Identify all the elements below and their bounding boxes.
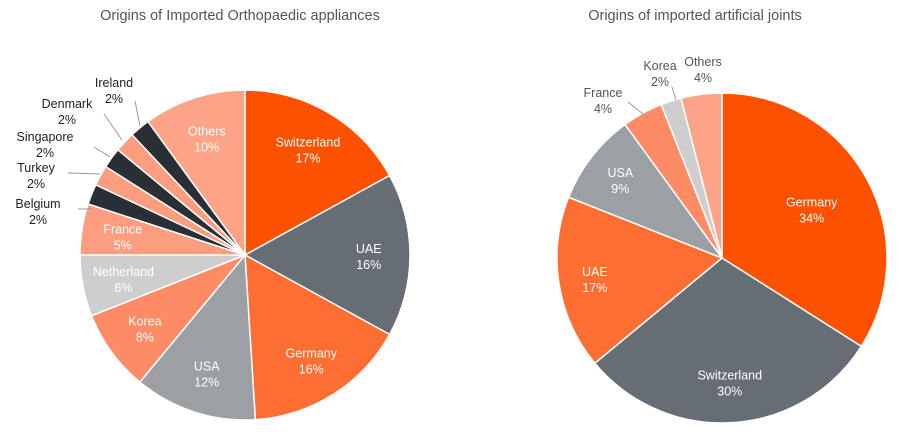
pie-orthopaedic-slice-switzerland <box>244 89 391 257</box>
pie-orthopaedic-leader-singapore <box>93 146 111 158</box>
pie-orthopaedic-label-usa: USA 12% <box>194 360 220 390</box>
chart-title-artificial-joints: Origins of imported artificial joints <box>588 8 802 24</box>
pie-orthopaedic-slice-others <box>146 89 246 258</box>
pie-artificial-joints-slice-others <box>680 92 723 259</box>
pie-orthopaedic-label-switzerland: Switzerland 17% <box>276 135 341 165</box>
pie-artificial-joints-label-germany: Germany 34% <box>786 196 838 226</box>
pie-orthopaedic-label-denmark: Denmark 2% <box>42 97 93 127</box>
pie-artificial-joints-leader-korea <box>671 86 677 101</box>
pie-orthopaedic-label-ireland: Ireland 2% <box>95 76 133 106</box>
pie-artificial-joints-slice-usa <box>567 123 725 260</box>
pie-orthopaedic-slice-uae <box>243 174 411 336</box>
pie-artificial-joints-leader-france <box>627 101 649 119</box>
pie-artificial-joints-slice-switzerland <box>593 257 863 424</box>
chart-title-orthopaedic: Origins of Imported Orthopaedic applianc… <box>100 8 380 24</box>
pie-orthopaedic-leader-turkey <box>67 172 101 175</box>
pie-artificial-joints-label-usa: USA 9% <box>607 166 633 196</box>
pie-orthopaedic-slice-germany <box>244 253 391 421</box>
pie-orthopaedic-leader-denmark <box>103 113 123 141</box>
pie-artificial-joints-label-korea: Korea 2% <box>643 59 676 89</box>
pie-artificial-joints-label-france: France 4% <box>584 86 623 116</box>
pie-orthopaedic-label-others: Others 10% <box>188 124 226 154</box>
pie-artificial-joints-slice-germany <box>721 92 888 348</box>
pie-orthopaedic-label-france: France 5% <box>103 223 142 253</box>
pie-orthopaedic-leader-ireland <box>134 100 141 127</box>
pie-orthopaedic-label-turkey: Turkey 2% <box>17 161 55 191</box>
pie-orthopaedic-label-singapore: Singapore 2% <box>17 130 74 160</box>
pie-orthopaedic-label-netherland: Netherland 6% <box>93 265 154 295</box>
pie-artificial-joints-label-uae: UAE 17% <box>582 265 608 295</box>
pie-orthopaedic-label-korea: Korea 8% <box>128 315 161 345</box>
pie-orthopaedic-label-germany: Germany 16% <box>286 346 338 376</box>
pie-orthopaedic-label-uae: UAE 16% <box>356 242 382 272</box>
pie-orthopaedic-slice-usa <box>138 253 257 421</box>
pie-orthopaedic-label-belgium: Belgium 2% <box>15 197 60 227</box>
pie-artificial-joints-slice-uae <box>556 196 724 365</box>
pie-artificial-joints-label-others: Others 4% <box>684 55 722 85</box>
pie-artificial-joints-label-switzerland: Switzerland 30% <box>697 369 762 399</box>
